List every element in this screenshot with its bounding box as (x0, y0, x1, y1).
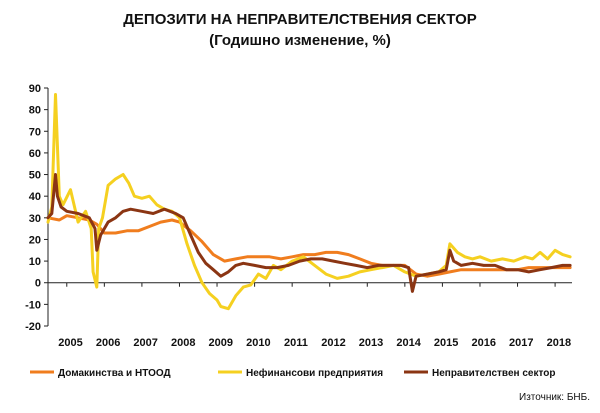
x-tick-label: 2015 (434, 337, 458, 349)
y-tick-label: 90 (29, 83, 41, 95)
x-tick-label: 2008 (171, 337, 195, 349)
x-tick-label: 2009 (209, 337, 233, 349)
x-tick-label: 2005 (58, 337, 82, 349)
x-tick-label: 2007 (133, 337, 157, 349)
legend-label-1: Домакинства и НТООД (58, 368, 171, 379)
y-tick-label: 80 (29, 105, 41, 117)
source-note: Източник: БНБ. (519, 392, 590, 403)
y-tick-label: 30 (29, 213, 41, 225)
x-tick-label: 2006 (96, 337, 120, 349)
x-tick-label: 2012 (321, 337, 345, 349)
y-tick-label: 60 (29, 148, 41, 160)
chart-title: ДЕПОЗИТИ НА НЕПРАВИТЕЛСТВЕНИЯ СЕКТОР (123, 11, 477, 28)
chart-subtitle: (Годишно изменение, %) (209, 32, 391, 49)
series-line-1 (46, 214, 572, 278)
y-tick-label: 10 (29, 256, 41, 268)
y-tick-label: 40 (29, 191, 41, 203)
y-tick-label: -20 (25, 321, 41, 333)
x-tick-label: 2014 (396, 337, 421, 349)
x-tick-label: 2016 (471, 337, 495, 349)
y-tick-label: -10 (25, 299, 41, 311)
series-line-3 (46, 173, 572, 293)
legend-label-2: Нефинансови предприятия (246, 367, 383, 379)
y-tick-label: 70 (29, 126, 41, 138)
axes: -20 -10 0 10 20 30 40 50 60 70 80 90 2005 2006 2007 200… (25, 83, 572, 349)
x-tick-label: 2018 (547, 337, 571, 349)
x-tick-label: 2011 (284, 337, 308, 349)
legend-label-3: Неправителствен сектор (432, 368, 555, 379)
x-tick-label: 2013 (359, 337, 383, 349)
legend: Домакинства и НТООД Нефинансови предприят… (30, 367, 555, 379)
y-tick-label: 50 (29, 170, 41, 182)
x-tick-label: 2017 (509, 337, 533, 349)
x-tick-label: 2010 (246, 337, 270, 349)
series-line-2 (46, 93, 572, 311)
y-tick-label: 0 (35, 278, 41, 290)
series-group (46, 93, 572, 311)
y-tick-label: 20 (29, 234, 41, 246)
